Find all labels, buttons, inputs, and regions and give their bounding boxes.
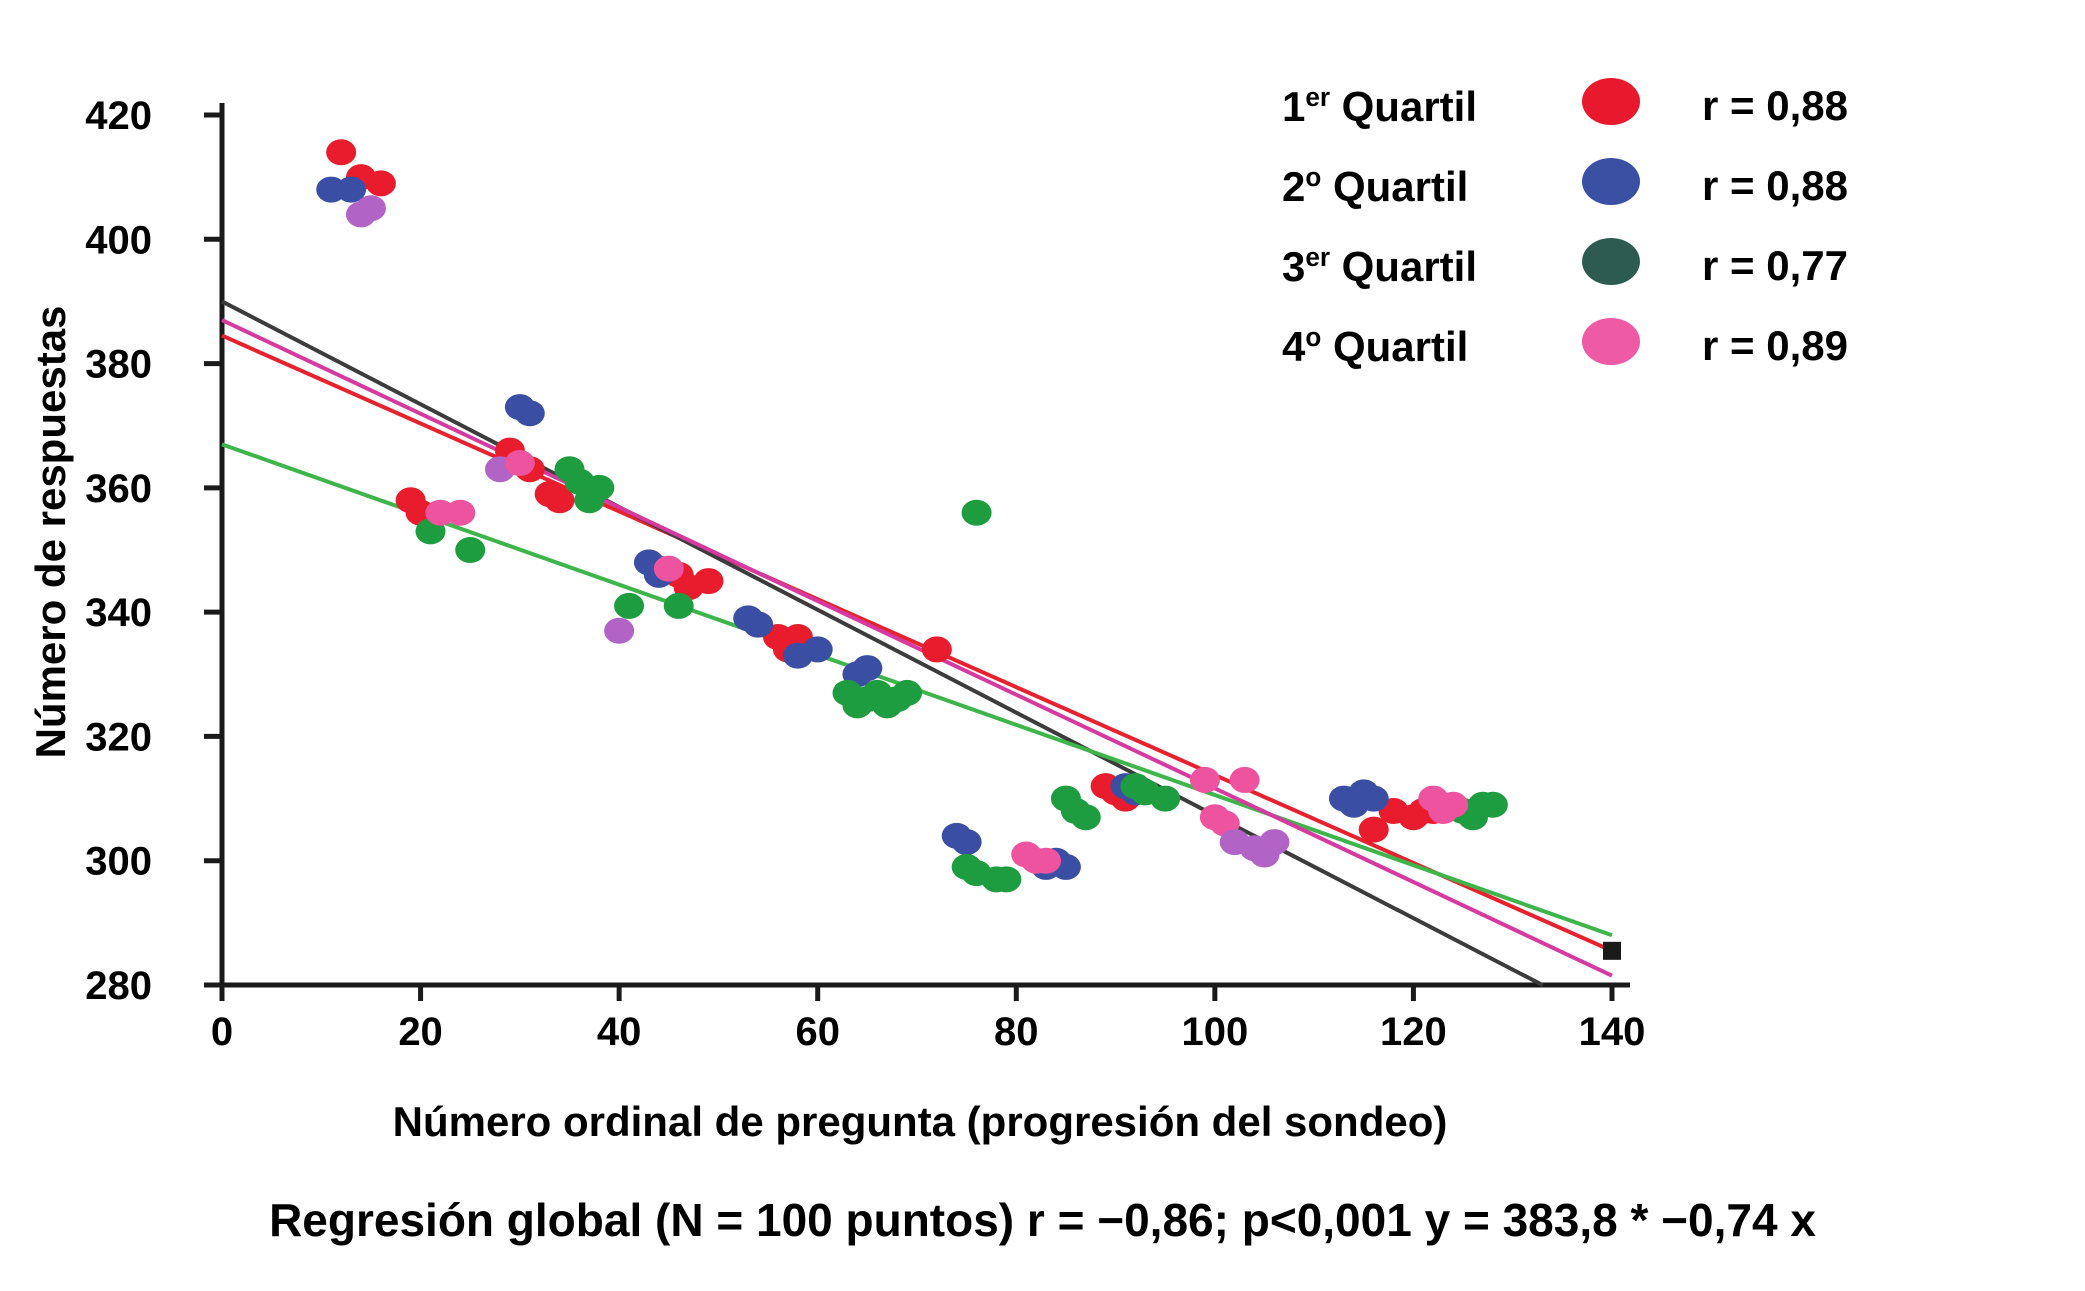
scatter-point <box>653 555 684 582</box>
scatter-point <box>852 655 883 682</box>
x-tick-label: 20 <box>398 1010 443 1054</box>
scatter-point <box>614 592 645 619</box>
scatter-point <box>1358 816 1389 843</box>
scatter-point <box>1438 791 1469 818</box>
legend-r-value: r = 0,88 <box>1702 82 1848 129</box>
scatter-point <box>1477 791 1508 818</box>
end-marker <box>1603 941 1621 960</box>
scatter-point <box>544 487 575 514</box>
x-tick-label: 0 <box>211 1010 233 1054</box>
y-tick-label: 360 <box>85 467 152 511</box>
scatter-point <box>445 499 476 526</box>
scatter-point <box>892 679 923 706</box>
legend-dot <box>1582 237 1640 285</box>
scatter-point <box>1070 804 1101 831</box>
scatter-point <box>584 474 615 501</box>
scatter-point <box>693 568 724 595</box>
regression-line <box>221 299 1544 987</box>
scatter-point <box>455 537 486 563</box>
legend-label: 2o Quartil <box>1282 161 1469 210</box>
scatter-point <box>1229 766 1260 793</box>
legend-dot <box>1582 157 1640 205</box>
x-tick-label: 100 <box>1181 1010 1248 1054</box>
scatter-point <box>1259 829 1290 856</box>
scatter-point <box>514 400 545 427</box>
scatter-point <box>504 450 535 476</box>
scatter-point <box>961 499 992 526</box>
y-tick-label: 280 <box>85 964 152 1008</box>
legend-item: 2o Quartil r = 0,88 <box>1282 146 1848 226</box>
scatter-point <box>663 592 694 619</box>
y-tick-label: 400 <box>85 218 152 262</box>
y-tick-label: 320 <box>85 715 152 759</box>
scatter-point <box>1150 785 1181 812</box>
scatter-point <box>991 866 1022 893</box>
y-tick-label: 380 <box>85 343 152 387</box>
scatter-point <box>604 617 635 644</box>
regression-line <box>221 333 1613 953</box>
scatter-point <box>921 636 952 663</box>
global-regression-caption: Regresión global (N = 100 puntos) r = −0… <box>269 1194 1816 1246</box>
x-tick-label: 120 <box>1380 1010 1447 1054</box>
scatter-point <box>1031 847 1062 874</box>
x-tick-label: 80 <box>994 1010 1039 1054</box>
scatter-point <box>1358 785 1389 812</box>
y-tick-label: 420 <box>85 94 152 138</box>
scatter-point <box>326 139 357 166</box>
legend-item: 4o Quartil r = 0,89 <box>1282 306 1848 386</box>
x-tick-label: 140 <box>1579 1010 1646 1054</box>
scatter-point <box>743 611 774 638</box>
legend-r-value: r = 0,88 <box>1702 162 1848 209</box>
scatter-point <box>355 195 386 222</box>
legend-r-value: r = 0,89 <box>1702 322 1848 369</box>
y-tick-label: 300 <box>85 840 152 884</box>
legend-label: 3er Quartil <box>1282 241 1477 290</box>
scatter-point <box>951 829 982 856</box>
x-tick-label: 40 <box>597 1010 642 1054</box>
legend-r-value: r = 0,77 <box>1702 242 1848 289</box>
x-axis-title: Número ordinal de pregunta (progresión d… <box>392 1098 1448 1145</box>
scatter-point <box>1189 766 1220 793</box>
legend-label: 4o Quartil <box>1282 321 1469 370</box>
legend-dot <box>1582 77 1640 125</box>
legend: 1er Quartil r = 0,88 2o Quartil r = 0,88… <box>1282 66 1848 386</box>
legend-item: 3er Quartil r = 0,77 <box>1282 226 1848 306</box>
regression-line <box>221 318 1613 978</box>
x-tick-label: 60 <box>795 1010 840 1054</box>
y-axis-title: Número de respuestas <box>27 305 74 759</box>
legend-label: 1er Quartil <box>1282 81 1477 130</box>
scatter-point <box>336 176 367 203</box>
scatter-point <box>365 170 396 197</box>
legend-item: 1er Quartil r = 0,88 <box>1282 66 1848 146</box>
scatter-point <box>802 636 833 663</box>
y-tick-label: 340 <box>85 591 152 635</box>
legend-dot <box>1582 317 1640 365</box>
